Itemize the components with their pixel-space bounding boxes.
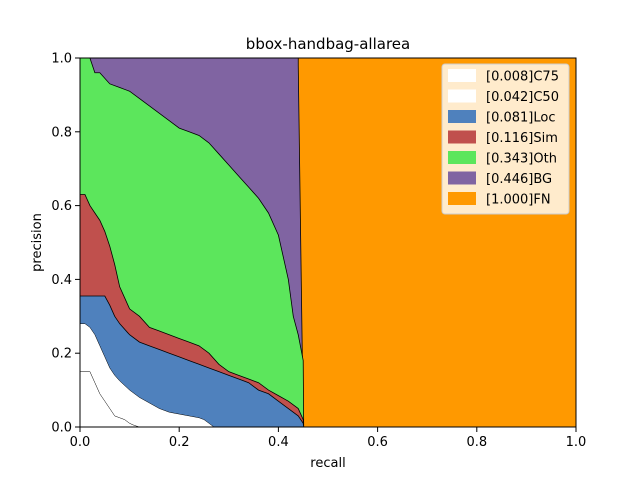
boundary-oth — [80, 57, 305, 428]
x-axis-label: recall — [310, 456, 345, 471]
boundary-loc — [80, 295, 305, 428]
legend: [0.008]C75 [0.042]C50 [0.081]Loc [0.116]Sim… — [441, 63, 570, 215]
chart-title: bbox-handbag-allarea — [246, 35, 410, 53]
legend-swatch — [448, 69, 476, 82]
plot-frame — [79, 57, 577, 428]
legend-label: [0.081]Loc — [486, 111, 555, 126]
legend-swatch — [448, 151, 476, 164]
x-tick-label: 0.0 — [70, 435, 91, 450]
legend-entry: [0.081]Loc — [448, 110, 555, 126]
legend-entry: [0.008]C75 — [448, 69, 559, 85]
legend-swatch — [448, 192, 476, 205]
legend-entry: [0.343]Oth — [448, 151, 557, 167]
legend-entry: [1.000]FN — [448, 192, 551, 208]
legend-swatch — [448, 89, 476, 103]
x-tick-label: 0.8 — [466, 435, 487, 450]
x-axis: 0.0 0.2 0.4 0.6 0.8 1.0 — [70, 427, 587, 450]
legend-label: [0.343]Oth — [486, 152, 557, 167]
y-tick-label: 0.0 — [51, 421, 72, 436]
y-axis: 0.0 0.2 0.4 0.6 0.8 1.0 — [51, 52, 80, 436]
x-tick-label: 1.0 — [566, 435, 587, 450]
legend-entry: [0.446]BG — [448, 171, 552, 187]
x-tick-label: 0.2 — [169, 435, 190, 450]
legend-label: [0.446]BG — [486, 172, 552, 187]
legend-swatch — [448, 130, 476, 144]
legend-swatch — [448, 110, 476, 123]
y-tick-label: 0.4 — [51, 273, 72, 288]
area-c75 — [80, 371, 140, 427]
area-c50 — [80, 323, 214, 427]
legend-entry: [0.042]C50 — [448, 89, 559, 105]
legend-label: [1.000]FN — [486, 193, 551, 208]
legend-swatch — [448, 171, 476, 185]
legend-label: [0.008]C75 — [486, 70, 559, 85]
y-tick-label: 1.0 — [51, 52, 72, 67]
boundary-c75 — [80, 371, 140, 428]
y-tick-label: 0.2 — [51, 347, 72, 362]
y-axis-label: precision — [30, 213, 45, 272]
legend-label: [0.116]Sim — [486, 131, 558, 146]
boundary-sim — [80, 194, 305, 428]
x-tick-label: 0.6 — [367, 435, 388, 450]
y-tick-label: 0.6 — [51, 199, 72, 214]
area-loc — [80, 296, 304, 427]
x-tick-label: 0.4 — [268, 435, 289, 450]
legend-label: [0.042]C50 — [486, 90, 559, 105]
boundary-c50 — [80, 323, 215, 428]
y-tick-label: 0.8 — [51, 125, 72, 140]
legend-entry: [0.116]Sim — [448, 130, 558, 146]
